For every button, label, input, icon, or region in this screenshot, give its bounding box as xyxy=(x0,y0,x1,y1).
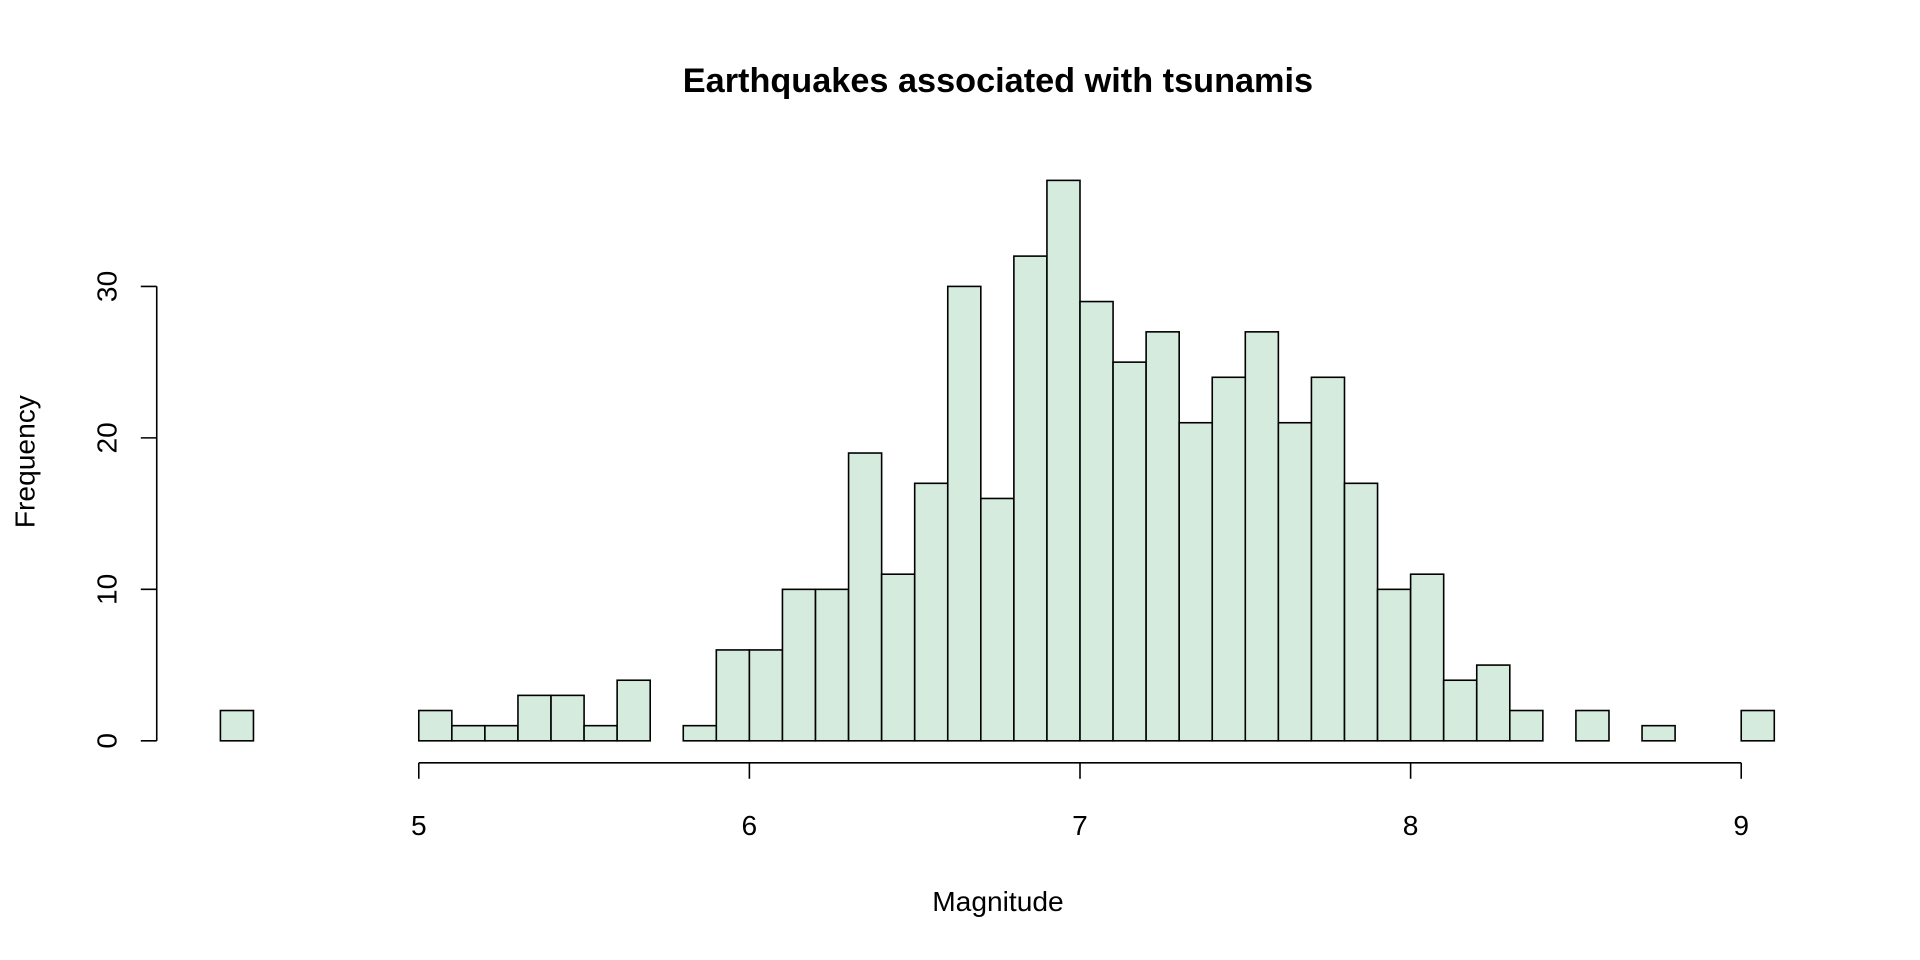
bars-group xyxy=(219,179,1776,742)
y-axis-label: Frequency xyxy=(9,394,40,528)
histogram-bar xyxy=(219,709,255,742)
histogram-bar xyxy=(583,724,618,742)
histogram-bar xyxy=(1046,179,1081,742)
histogram-bar xyxy=(417,709,453,742)
histogram-bar xyxy=(1277,421,1313,742)
histogram-bar xyxy=(1244,331,1280,742)
histogram-bar xyxy=(814,588,850,742)
x-tick-label: 8 xyxy=(1403,810,1419,841)
histogram-bar xyxy=(1641,724,1676,742)
histogram-bar xyxy=(1376,588,1412,742)
histogram-bar xyxy=(1310,376,1346,742)
histogram-bar xyxy=(451,724,486,742)
histogram-bar xyxy=(748,649,784,742)
histogram-bar xyxy=(517,694,552,742)
histogram-bar xyxy=(715,649,751,742)
histogram-bar xyxy=(980,497,1015,742)
histogram-bar xyxy=(913,482,949,742)
histogram-bar xyxy=(550,694,585,742)
histogram-bar xyxy=(1475,664,1511,742)
histogram-bar xyxy=(1575,709,1610,742)
x-tick-label: 7 xyxy=(1072,810,1088,841)
histogram-bar xyxy=(1211,376,1247,742)
histogram-bar xyxy=(847,452,883,742)
histogram-bar xyxy=(781,588,817,742)
histogram-bar xyxy=(1442,679,1478,742)
histogram-bar xyxy=(1740,709,1776,742)
histogram-bar xyxy=(1079,300,1114,742)
histogram-bar xyxy=(880,573,916,742)
histogram-bar xyxy=(946,285,982,742)
histogram-bar xyxy=(616,679,651,742)
x-tick-label: 5 xyxy=(411,810,427,841)
y-tick-label: 30 xyxy=(91,271,122,302)
y-tick-label: 20 xyxy=(91,422,122,453)
x-tick-label: 6 xyxy=(742,810,758,841)
y-tick-label: 10 xyxy=(91,574,122,605)
histogram-bar xyxy=(1509,709,1544,742)
histogram-bar xyxy=(1409,573,1445,742)
histogram-bar xyxy=(1178,421,1214,742)
histogram-bar xyxy=(1343,482,1379,742)
histogram-bar xyxy=(1145,331,1180,742)
histogram-bar xyxy=(484,724,519,742)
histogram-bar xyxy=(682,724,718,742)
histogram-bar xyxy=(1013,255,1048,742)
y-axis: 0 10 20 30 xyxy=(91,271,158,749)
x-axis: 5 6 7 8 9 xyxy=(411,762,1749,841)
chart-title: Earthquakes associated with tsunamis xyxy=(683,62,1313,100)
y-tick-label: 0 xyxy=(91,733,122,749)
x-axis-label: Magnitude xyxy=(932,886,1064,917)
x-tick-label: 9 xyxy=(1733,810,1749,841)
histogram-bar xyxy=(1112,361,1147,742)
